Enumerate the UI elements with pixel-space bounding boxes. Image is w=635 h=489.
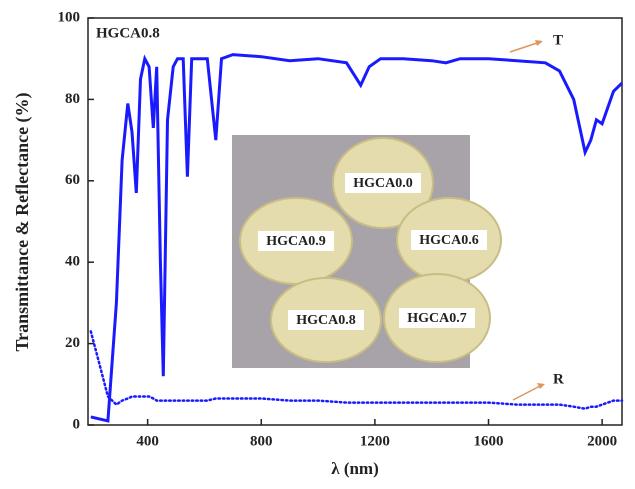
y-tick-label: 40 (65, 254, 80, 270)
y-tick-label: 80 (65, 91, 80, 107)
inset-photo: HGCA0.0 HGCA0.9 HGCA0.6 HGCA0.8 HGCA0.7 (232, 135, 502, 368)
sample-label-bg (399, 308, 475, 328)
annotation-r: R (553, 371, 564, 387)
arrow-head-r (537, 383, 545, 389)
x-tick-label: 1600 (474, 433, 504, 449)
sample-label-bg (288, 310, 364, 330)
sample-label: HGCA0.6 (419, 233, 479, 248)
sample-label-bg (258, 231, 334, 251)
plot-frame (87, 17, 623, 426)
x-axis-label: λ (nm) (331, 459, 379, 478)
y-tick-label: 20 (65, 335, 80, 351)
series-line (89, 330, 624, 410)
y-tick-label: 60 (65, 172, 80, 188)
arrow-r (512, 384, 543, 401)
x-tick-label: 800 (250, 433, 273, 449)
sample-label: HGCA0.8 (296, 313, 356, 328)
sample-label: HGCA0.7 (407, 311, 467, 326)
x-tick-label: 1200 (360, 433, 390, 449)
x-tick-label: 2000 (587, 433, 617, 449)
y-tick-label: 100 (58, 9, 81, 25)
sample-annotation: HGCA0.8 (96, 25, 160, 41)
y-axis-label: Transmittance & Reflectance (%) (12, 92, 33, 351)
y-tick-label: 0 (73, 416, 81, 432)
series-line (90, 53, 624, 423)
x-tick-label: 400 (136, 433, 159, 449)
arrow-t (509, 41, 541, 53)
sample-label-bg (345, 173, 421, 193)
annotation-t: T (553, 32, 563, 48)
arrow-head-t (535, 40, 543, 46)
sample-label: HGCA0.0 (353, 176, 413, 191)
sample-label: HGCA0.9 (266, 234, 326, 249)
sample-label-bg (411, 230, 487, 250)
